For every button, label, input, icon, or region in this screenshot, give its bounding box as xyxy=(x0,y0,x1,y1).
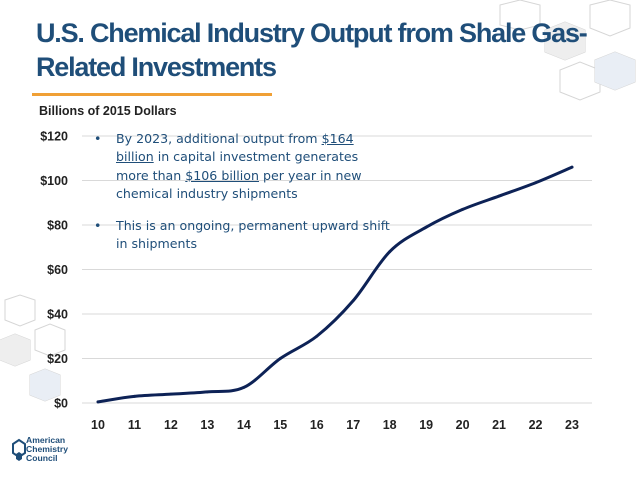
bullet-symbol: • xyxy=(94,218,102,234)
x-tick-label: 21 xyxy=(492,418,506,432)
page-title: U.S. Chemical Industry Output from Shale… xyxy=(36,18,588,82)
x-tick-label: 13 xyxy=(200,418,214,432)
data-point xyxy=(96,400,100,404)
bullet-1-text-c: per year in new chemical industry shipme… xyxy=(116,167,362,201)
data-point xyxy=(424,225,428,229)
series-layer xyxy=(96,165,574,404)
data-point xyxy=(351,299,355,303)
y-axis-units-label: Billions of 2015 Dollars xyxy=(39,104,177,118)
x-tick-label: 14 xyxy=(237,418,251,432)
x-tick-label: 19 xyxy=(419,418,433,432)
gridlines xyxy=(82,135,592,404)
x-tick-label: 15 xyxy=(273,418,287,432)
new-shipments-amount: $106 billion xyxy=(185,167,259,183)
bullet-1-text-a: By 2023, additional output from xyxy=(116,131,318,146)
acc-logo: American Chemistry Council xyxy=(10,436,82,466)
data-point xyxy=(205,390,209,394)
y-tick-label: $20 xyxy=(47,352,68,366)
data-point xyxy=(133,394,136,398)
callout-bullet-1: • By 2023, additional output from $164 b… xyxy=(92,130,392,203)
x-tick-label: 17 xyxy=(346,418,360,432)
x-tick-labels: 10 11 12 13 14 15 16 17 18 19 20 21 22 23 xyxy=(91,418,579,432)
x-tick-label: 16 xyxy=(310,418,324,432)
logo-wordmark: American Chemistry Council xyxy=(26,435,69,463)
hexagon-logo-icon xyxy=(12,438,26,461)
bullet-1-text-b: in capital investment generates more tha… xyxy=(116,149,359,183)
data-point xyxy=(570,165,574,169)
y-tick-label: $0 xyxy=(54,397,68,411)
y-tick-label: $100 xyxy=(40,174,68,188)
title-underline xyxy=(32,93,272,96)
bullet-2-text: This is an ongoing, permanent upward shi… xyxy=(116,218,390,252)
x-tick-label: 20 xyxy=(456,418,470,432)
x-tick-label: 11 xyxy=(128,418,141,432)
data-point xyxy=(461,208,465,211)
x-tick-label: 18 xyxy=(383,418,397,432)
data-point xyxy=(278,357,282,360)
y-tick-label: $120 xyxy=(40,130,68,144)
data-point xyxy=(497,194,501,198)
y-tick-label: $80 xyxy=(47,219,68,233)
x-tick-label: 12 xyxy=(164,418,178,432)
x-tick-label: 23 xyxy=(565,418,579,432)
x-tick-label: 10 xyxy=(91,418,105,432)
data-point xyxy=(315,334,319,338)
y-tick-label: $60 xyxy=(47,263,68,277)
x-tick-label: 22 xyxy=(529,418,543,432)
capital-investment-amount: $164 billion xyxy=(116,131,354,165)
callout-bullet-2: • This is an ongoing, permanent upward s… xyxy=(92,217,392,254)
series-line xyxy=(96,165,574,404)
chart-callout: • By 2023, additional output from $164 b… xyxy=(92,130,392,254)
data-point xyxy=(169,392,173,396)
y-tick-label: $40 xyxy=(47,308,68,322)
data-point xyxy=(242,386,246,389)
data-point xyxy=(534,181,537,185)
bullet-symbol: • xyxy=(94,131,102,146)
y-tick-labels: $0 $20 $40 $60 $80 $100 $120 xyxy=(40,130,68,411)
data-point xyxy=(388,250,392,254)
